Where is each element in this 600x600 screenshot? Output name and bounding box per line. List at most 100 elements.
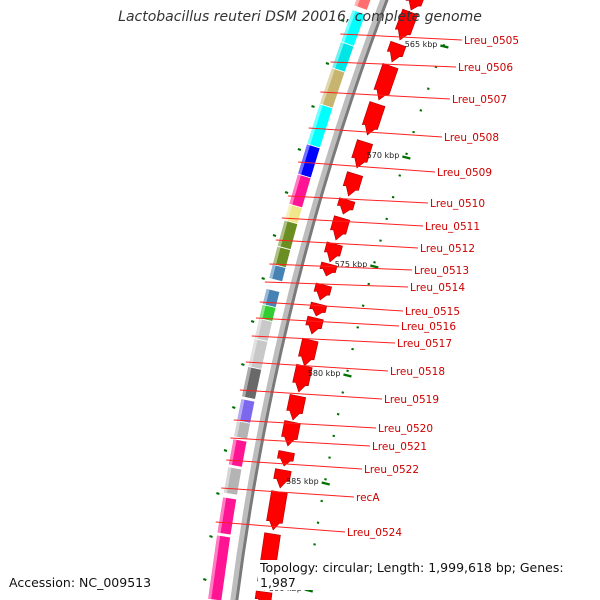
gene-label: Lreu_0515 (405, 306, 460, 318)
gene-leader-line (275, 239, 419, 249)
backbone-line (235, 0, 389, 600)
cog-highlight-2 (341, 9, 356, 43)
gene-arrow-4 (373, 62, 399, 101)
scale-tick-label: 580 kbp (308, 369, 341, 378)
gene-label: Lreu_0505 (464, 35, 519, 47)
gene-leader-line (221, 487, 355, 498)
gene-leader-line (288, 195, 429, 204)
gene-label: Lreu_0510 (430, 198, 485, 210)
gene-label: Lreu_0514 (410, 282, 465, 294)
cog-highlight-5 (307, 103, 323, 145)
scale-tick-2 (402, 155, 411, 160)
gene-label: Lreu_0520 (378, 423, 433, 435)
cog-highlight-16 (242, 366, 252, 398)
gene-leader-line (264, 281, 409, 288)
scale-dot (412, 130, 415, 134)
scale-dot (356, 326, 360, 329)
gene-label: Lreu_0522 (364, 464, 419, 476)
gene-leader-line (259, 301, 404, 312)
cog-highlight-13 (259, 304, 266, 320)
outer-dash (203, 578, 207, 581)
scale-dot (346, 369, 349, 373)
gene-arrow-20 (273, 468, 292, 489)
scale-dot (341, 391, 345, 394)
scale-dot (398, 174, 402, 177)
gene-arrow-15 (298, 337, 319, 367)
gene-label: Lreu_0518 (390, 366, 445, 378)
scale-tick-4 (343, 373, 352, 378)
gene-arrow-10 (323, 241, 343, 263)
gene-arrow-3 (386, 40, 407, 63)
gene-label: Lreu_0521 (372, 441, 427, 453)
gene-arrow-5 (361, 101, 386, 136)
gene-label: Lreu_0524 (347, 527, 402, 539)
cog-highlight-11 (269, 264, 276, 280)
scale-dot (434, 65, 438, 69)
outer-dash (209, 535, 213, 538)
gene-label: recA (356, 492, 380, 504)
gene-leader-line (330, 61, 457, 68)
cog-highlight-3 (332, 41, 345, 69)
gene-arrow-8 (336, 197, 356, 215)
gene-leader-line (298, 161, 436, 173)
gene-arrow-23 (254, 590, 273, 600)
scale-tick-label: 575 kbp (335, 260, 368, 269)
accession-text: Accession: NC_009513 (7, 575, 154, 590)
gene-label: Lreu_0507 (452, 94, 507, 106)
gene-leader-line (281, 217, 424, 227)
gene-label: Lreu_0509 (437, 167, 492, 179)
gene-leader-line (245, 361, 389, 372)
gene-leader-line (215, 521, 346, 533)
outer-dash (250, 320, 255, 323)
cog-highlight-6 (298, 144, 311, 176)
gene-arrow-18 (281, 420, 301, 447)
gene-arrow-17 (286, 393, 307, 421)
cog-highlight-18 (234, 420, 241, 438)
scale-tick-label: 585 kbp (286, 477, 319, 486)
scale-dot (324, 478, 327, 481)
scale-dot (336, 412, 340, 416)
gene-label: Lreu_0512 (420, 243, 475, 255)
gene-label: Lreu_0517 (397, 338, 452, 350)
cog-block-22 (207, 534, 232, 600)
cog-block-21 (216, 496, 238, 536)
outer-dash (272, 234, 277, 237)
scale-tick-3 (370, 264, 379, 269)
scale-dot (419, 109, 423, 112)
scale-dot (379, 239, 382, 242)
scale-tick-label: 565 kbp (405, 40, 438, 49)
gene-leader-line (230, 437, 371, 447)
gene-leader-line (255, 317, 400, 327)
scale-dot (373, 261, 376, 264)
gene-arrow-16 (292, 363, 313, 393)
cog-highlight-14 (254, 318, 263, 340)
gene-arrow-7 (342, 171, 364, 197)
outer-dash (325, 62, 330, 65)
cog-highlight-17 (237, 398, 245, 422)
scale-dot (313, 543, 316, 546)
scale-dot (385, 217, 389, 221)
gene-leader-line (340, 33, 463, 41)
gene-label: Lreu_0516 (401, 321, 456, 333)
topology-text: Topology: circular; Length: 1,999,618 bp… (258, 560, 600, 590)
outer-dash (216, 492, 220, 495)
outer-dash (231, 406, 236, 409)
outer-dash (223, 449, 228, 452)
gene-arrow-1 (405, 0, 424, 11)
outer-dash (284, 191, 289, 194)
gene-arrow-12 (313, 282, 333, 301)
outer-dash (311, 105, 315, 108)
scale-dot (391, 195, 395, 199)
cog-block-1 (353, 0, 372, 11)
scale-tick-label: 570 kbp (367, 151, 400, 160)
scale-dot (361, 304, 365, 307)
scale-tick-1 (440, 44, 449, 49)
scale-dot (320, 499, 324, 503)
backbone-shadow (230, 0, 386, 600)
gene-leader-line (269, 263, 413, 271)
cog-highlight-4 (320, 67, 336, 105)
cog-highlight-10 (272, 246, 281, 266)
gene-label: Lreu_0506 (458, 62, 513, 74)
scale-dot (405, 152, 408, 156)
